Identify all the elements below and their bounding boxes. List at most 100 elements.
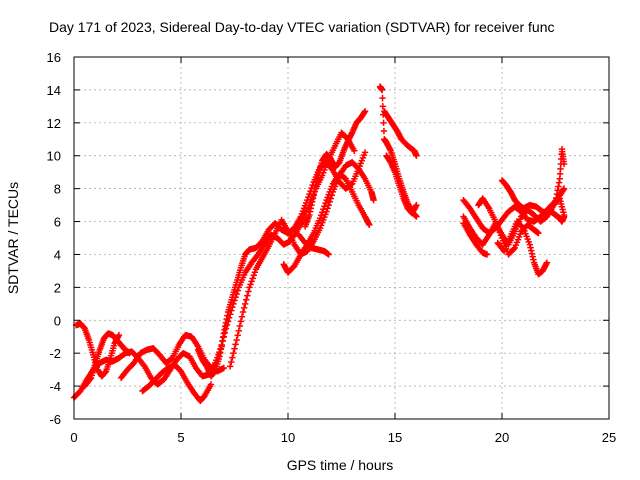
data-point: [245, 288, 252, 295]
data-point: [222, 325, 230, 332]
y-tick-label: 2: [54, 280, 61, 295]
data-point: [227, 363, 234, 370]
data-point: [247, 281, 254, 288]
data-point: [519, 223, 526, 231]
data-point: [219, 337, 226, 345]
data-point: [115, 331, 123, 339]
y-tick-label: -4: [49, 379, 61, 394]
data-point: [379, 103, 387, 110]
data-point: [229, 303, 236, 311]
x-tick-label: 25: [602, 430, 616, 445]
data-point: [248, 278, 255, 285]
data-point: [220, 333, 227, 340]
data-point: [413, 201, 420, 209]
data-point: [379, 94, 386, 102]
chart-title: Day 171 of 2023, Sidereal Day-to-day VTE…: [49, 19, 555, 35]
data-point: [351, 147, 358, 154]
plot-frame: [73, 56, 610, 420]
data-point: [231, 345, 238, 352]
data-point: [378, 86, 386, 94]
data-point: [243, 296, 250, 303]
x-tick-label: 10: [281, 430, 295, 445]
series-sat-j: [301, 108, 369, 230]
y-tick-label: -2: [49, 346, 61, 361]
data-point: [224, 318, 232, 325]
data-point: [413, 213, 420, 220]
series-sat-h: [227, 159, 377, 370]
data-point: [242, 300, 249, 308]
data-point: [229, 354, 236, 361]
data-point: [238, 313, 246, 320]
data-point: [230, 349, 237, 357]
data-point: [220, 364, 227, 372]
data-point: [327, 195, 334, 202]
x-tick-label: 5: [177, 430, 184, 445]
series-sat-r: [475, 195, 542, 258]
data-point: [370, 196, 377, 204]
y-axis-label: SDTVAR / TECUs: [5, 182, 21, 294]
data-point: [217, 345, 224, 353]
data-point: [325, 201, 332, 209]
data-point: [246, 284, 253, 291]
data-point: [560, 213, 568, 220]
data-point: [221, 329, 229, 336]
series-sat-s: [494, 218, 551, 278]
data-point: [216, 349, 223, 357]
series-sat-n: [381, 108, 420, 159]
data-point: [361, 108, 369, 115]
data-point: [207, 381, 215, 388]
tick-labels: 0 5 10 15 20 25 -6 -4 -2 0 2 4 6 8 10 12 14 16: [47, 50, 617, 445]
data-point: [320, 206, 327, 213]
data-point: [218, 341, 225, 349]
data-point: [366, 221, 373, 229]
data-point: [223, 321, 231, 329]
y-tick-label: 4: [54, 247, 61, 262]
data-point: [126, 349, 133, 357]
data-point: [230, 300, 237, 308]
series-sat-m: [383, 152, 420, 217]
data-point: [413, 152, 420, 159]
data-point: [225, 314, 233, 322]
data-point: [324, 205, 331, 212]
data-point: [560, 185, 568, 192]
data-point: [319, 209, 326, 216]
data-point: [249, 275, 256, 282]
data-point: [228, 358, 235, 366]
data-point: [234, 287, 241, 294]
series-sat-k: [295, 231, 332, 258]
series-sat-q: [460, 219, 491, 258]
y-tick-label: 8: [54, 182, 61, 197]
data-point: [239, 308, 247, 316]
data-point: [235, 327, 242, 334]
y-tick-label: -6: [49, 412, 61, 427]
data-point: [236, 322, 244, 330]
data-point: [244, 292, 251, 299]
data-point: [543, 259, 551, 266]
y-tick-label: 16: [47, 50, 61, 65]
data-point: [251, 269, 259, 276]
data-point: [240, 304, 248, 312]
series-sat-i: [280, 170, 373, 276]
y-tick-label: 6: [54, 215, 61, 230]
series-sat-b: [72, 320, 123, 380]
data-point: [227, 311, 234, 318]
y-tick-label: 0: [54, 313, 61, 328]
series-sat-t: [498, 145, 568, 217]
data-point: [237, 318, 245, 325]
data-point: [326, 198, 333, 205]
x-tick-label: 20: [495, 430, 509, 445]
axis-ticks: [73, 56, 610, 420]
data-point: [328, 165, 336, 173]
data-marks: [70, 83, 568, 405]
data-point: [322, 199, 329, 207]
data-point: [86, 376, 94, 383]
x-tick-label: 0: [70, 430, 77, 445]
data-point: [140, 361, 147, 369]
data-point: [232, 294, 239, 301]
data-point: [510, 245, 517, 253]
x-tick-label: 15: [388, 430, 402, 445]
grid: [74, 57, 609, 419]
data-point: [483, 251, 491, 258]
series-sat-e: [139, 361, 215, 405]
